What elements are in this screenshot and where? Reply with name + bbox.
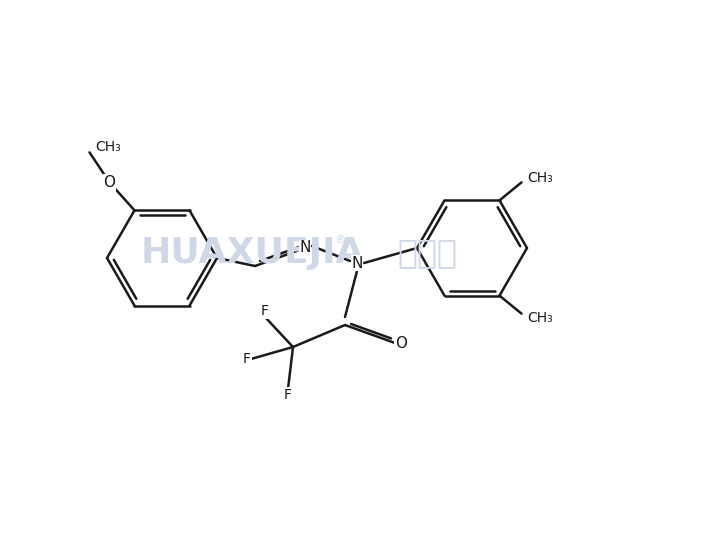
Text: ®: ® (335, 235, 345, 245)
Text: CH₃: CH₃ (527, 311, 553, 324)
Text: O: O (395, 335, 407, 351)
Text: N: N (352, 255, 363, 271)
Text: O: O (103, 175, 115, 190)
Text: F: F (243, 352, 251, 366)
Text: HUAXUEJIA: HUAXUEJIA (140, 236, 364, 270)
Text: 化学加: 化学加 (397, 237, 457, 270)
Text: N: N (299, 241, 311, 255)
Text: CH₃: CH₃ (527, 172, 553, 185)
Text: F: F (284, 388, 292, 402)
Text: F: F (261, 304, 269, 318)
Text: CH₃: CH₃ (96, 140, 121, 155)
